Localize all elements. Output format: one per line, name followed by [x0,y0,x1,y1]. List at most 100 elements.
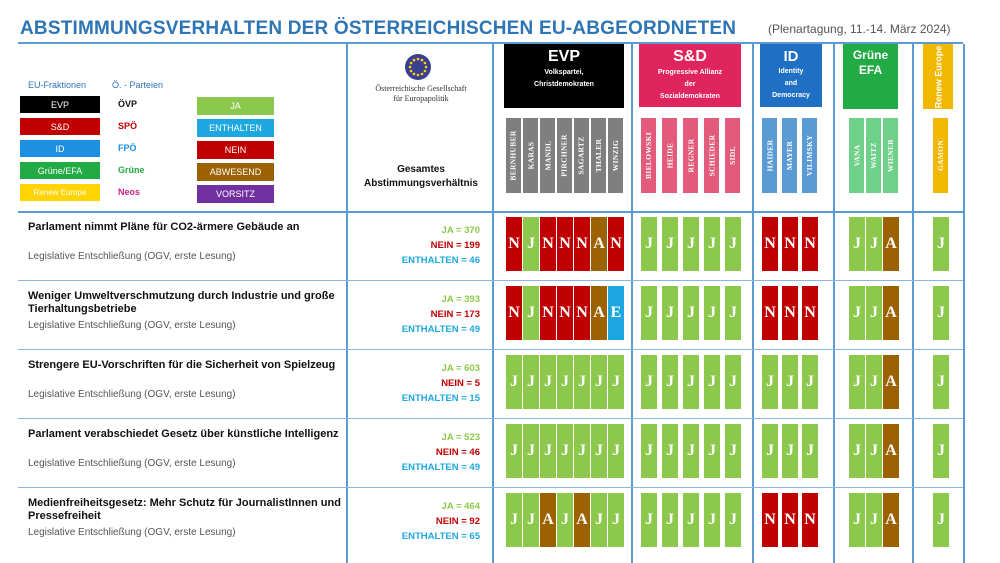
vote-title: Medienfreiheitsgesetz: Mehr Schutz für J… [28,497,341,522]
vote-cell: J [523,493,539,547]
nein-count: NEIN = 92 [435,516,480,527]
group-name: S&D [673,48,707,65]
mep-name-wiener: WIENER [883,118,898,193]
mep-name-label: SIDL [728,146,737,165]
legend-group-grneefa: Grüne/EFA [20,162,100,179]
eu-star [409,69,413,73]
session-date: (Plenartagung, 11.-14. März 2024) [768,22,951,36]
legend-party-fp: FPÖ [118,143,137,153]
group-header-evp: EVP Volkspartei, Christdemokraten [504,44,624,108]
vote-cell: J [523,217,539,271]
vote-cell: N [762,217,778,271]
eu-star [409,61,413,65]
vote-procedure: Legislative Entschließung (OGV, erste Le… [28,251,236,262]
vote-cell: N [782,217,798,271]
mep-name-label: BIELOWSKI [644,132,654,179]
vote-cell: J [574,355,590,409]
enthalten-count: ENTHALTEN = 65 [401,531,480,542]
mep-name-karas: KARAS [523,118,538,193]
vote-cell: J [933,493,949,547]
column-divider [912,44,914,563]
vote-cell: N [802,493,818,547]
mep-name-label: WINZIG [611,139,621,172]
vote-cell: J [523,355,539,409]
eu-star [424,65,428,69]
vote-cell: J [540,424,556,478]
vote-cell: J [574,424,590,478]
mep-name-sagartz: SAGARTZ [574,118,589,193]
column-divider [833,44,835,563]
mep-name-label: PIRCHNER [560,134,569,177]
mep-name-gamon: GAMON [933,118,948,193]
group-header-reneweurope: Renew Europe [923,44,953,109]
row-divider [18,418,963,419]
total-header-line1: Gesamtes [397,164,445,175]
vote-cell: J [662,286,678,340]
vote-cell: A [883,286,899,340]
vote-procedure: Legislative Entschließung (OGV, erste Le… [28,458,236,469]
mep-name-regner: REGNER [683,118,698,193]
vote-cell: J [866,424,882,478]
society-name: Österreichische Gesellschaft für Europap… [350,84,492,104]
ja-count: JA = 523 [441,432,480,443]
vote-cell: J [591,355,607,409]
vote-cell: N [608,217,624,271]
mep-name-label: HAIDER [765,139,774,172]
row-divider [18,211,963,213]
vote-cell: J [704,217,720,271]
legend-party-grne: Grüne [118,165,145,175]
vote-cell: J [802,424,818,478]
vote-cell: A [540,493,556,547]
mep-name-label: MANDL [543,140,552,171]
vote-cell: N [802,286,818,340]
ja-count: JA = 464 [441,501,480,512]
legend-parteien-header: Ö. - Parteien [112,80,164,90]
vote-cell: J [608,493,624,547]
vote-cell: J [725,355,741,409]
legend-vote-enthalten: ENTHALTEN [197,119,274,137]
mep-name-label: KARAS [526,141,536,170]
vote-procedure: Legislative Entschließung (OGV, erste Le… [28,320,236,331]
vote-cell: J [704,424,720,478]
vote-title: Strengere EU-Vorschriften für die Sicher… [28,359,336,371]
group-description: Progressive Allianz [657,69,723,76]
total-header: Gesamtes Abstimmungsverhältnis [350,163,492,191]
vote-cell: N [506,286,522,340]
eu-star [420,58,424,62]
vote-cell: J [933,424,949,478]
row-divider [18,280,963,281]
column-divider [631,44,633,563]
vote-cell: J [725,217,741,271]
eu-star [423,69,427,73]
vote-cell: A [883,355,899,409]
vote-cell: A [883,424,899,478]
column-divider [963,44,965,563]
vote-cell: J [641,493,657,547]
ja-count: JA = 393 [441,294,480,305]
legend-group-reneweurope: Renew Europe [20,184,100,201]
vote-cell: J [683,355,699,409]
legend-group-sd: S&D [20,118,100,135]
enthalten-count: ENTHALTEN = 49 [401,324,480,335]
mep-name-label: GAMON [936,139,945,172]
vote-cell: E [608,286,624,340]
mep-name-label: VILIMSKY [805,134,814,177]
enthalten-count: ENTHALTEN = 49 [401,462,480,473]
group-description: Sozialdemokraten [660,93,720,100]
eu-stars-icon [405,54,431,80]
vote-cell: J [866,493,882,547]
vote-cell: J [608,355,624,409]
legend-fraktionen-header: EU-Fraktionen [28,80,87,90]
vote-cell: J [557,355,573,409]
group-description: EFA [858,63,883,77]
mep-name-label: WAITZ [869,142,879,169]
vote-procedure: Legislative Entschließung (OGV, erste Le… [28,389,236,400]
vote-cell: N [574,286,590,340]
ja-count: JA = 370 [441,225,480,236]
mep-name-label: REGNER [686,138,696,173]
vote-cell: J [866,355,882,409]
vote-cell: J [866,286,882,340]
column-divider [346,44,348,563]
enthalten-count: ENTHALTEN = 46 [401,255,480,266]
legend-vote-ja: JA [197,97,274,115]
